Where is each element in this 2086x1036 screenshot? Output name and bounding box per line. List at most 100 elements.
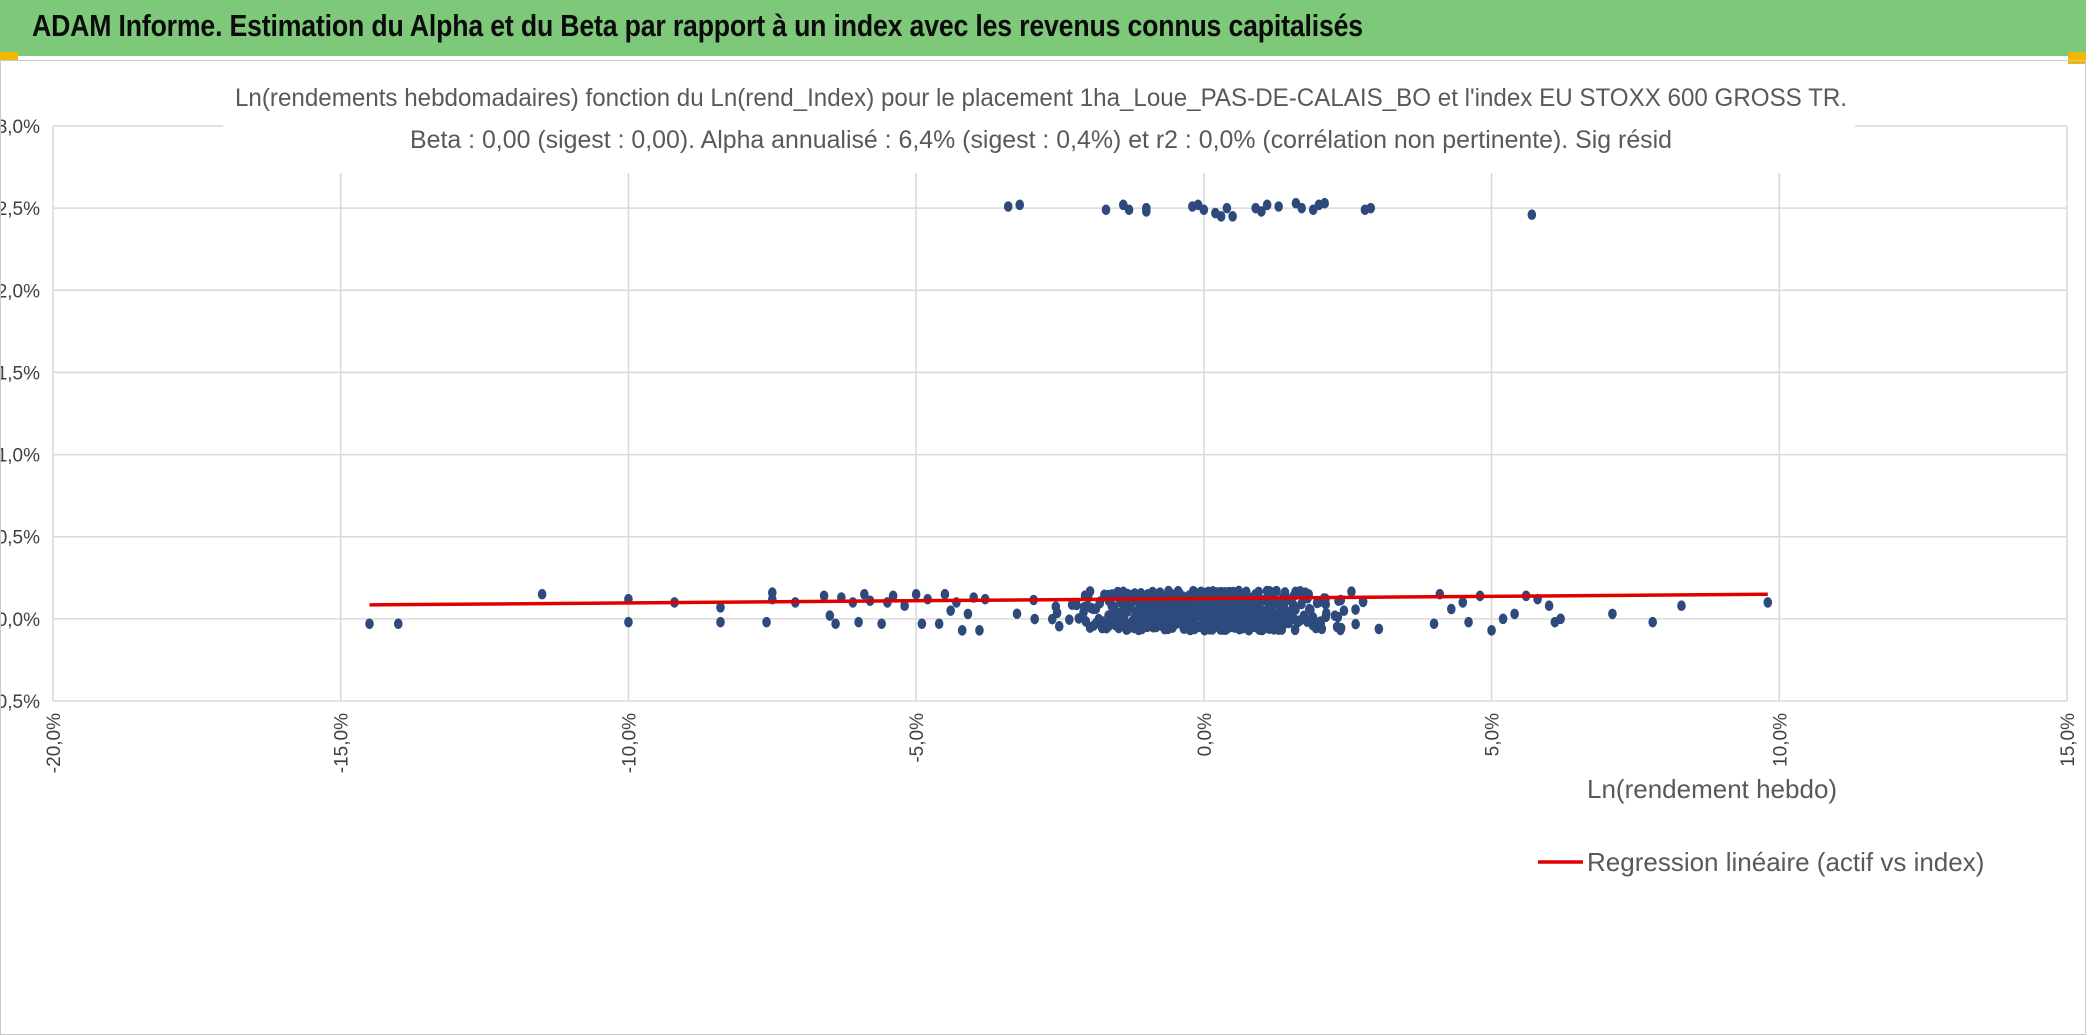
data-point xyxy=(1230,611,1239,622)
data-point xyxy=(1608,608,1617,620)
data-point xyxy=(1223,619,1232,631)
data-point xyxy=(1107,600,1117,612)
y-tick-label: 2,0% xyxy=(1,281,40,302)
data-point xyxy=(1544,600,1554,612)
data-point xyxy=(1308,612,1318,623)
chart-title: Ln(rendements hebdomadaires) fonction du… xyxy=(223,63,1855,173)
data-point xyxy=(1321,611,1331,623)
data-point xyxy=(1261,608,1271,620)
data-point xyxy=(1187,610,1197,621)
data-point xyxy=(1157,614,1167,626)
data-point xyxy=(1312,597,1322,609)
title-backing xyxy=(223,63,1855,173)
data-point xyxy=(1274,201,1283,212)
data-point xyxy=(1527,209,1537,221)
data-point xyxy=(1198,608,1208,620)
data-point xyxy=(1101,204,1111,216)
y-tick-label: 0,0% xyxy=(1,610,40,631)
data-point xyxy=(1498,613,1508,625)
data-point xyxy=(1199,204,1209,216)
data-point xyxy=(957,625,967,636)
data-point xyxy=(940,588,950,600)
data-point xyxy=(825,610,835,621)
data-point xyxy=(860,588,869,600)
data-point xyxy=(1487,625,1496,636)
x-tick-label: -5,0% xyxy=(907,713,928,763)
y-axis: 3,0% 2,5% 2,0% 1,5% 1,0% 0,5% 0,0% -0,5% xyxy=(1,117,40,713)
data-point xyxy=(1366,202,1376,214)
data-point xyxy=(1216,623,1226,635)
title-line: Beta : 0,00 (sigest : 0,00). Alpha annua… xyxy=(410,126,1672,154)
title-line: Ln(rendements hebdomadaires) fonction du… xyxy=(235,84,1847,112)
x-tick-label: 15,0% xyxy=(2058,713,2079,767)
data-point xyxy=(1121,602,1131,613)
data-point xyxy=(1086,602,1096,614)
y-tick-label: 0,5% xyxy=(1,528,40,549)
data-point xyxy=(1252,609,1261,621)
data-point xyxy=(911,588,921,600)
data-point xyxy=(1209,608,1218,620)
data-point xyxy=(1320,197,1329,209)
y-tick-label: 3,0% xyxy=(1,117,40,138)
chart-frame: Ln(rendements hebdomadaires) fonction du… xyxy=(0,60,2086,1035)
data-point xyxy=(1347,586,1356,597)
x-axis: -20,0% -15,0% -10,0% -5,0% 0,0% 5,0% 10,0% 15,0… xyxy=(44,713,2079,773)
data-point xyxy=(1290,624,1300,636)
data-point xyxy=(1003,201,1013,212)
data-point xyxy=(1281,617,1291,629)
data-point xyxy=(1102,622,1111,634)
data-point xyxy=(1012,608,1022,620)
data-point xyxy=(1015,199,1025,211)
data-point xyxy=(1288,599,1298,611)
data-point xyxy=(1297,202,1306,214)
data-point xyxy=(1170,601,1179,613)
data-point xyxy=(1054,620,1064,632)
regression-series xyxy=(369,592,1768,607)
y-tick-label: -0,5% xyxy=(1,692,40,713)
data-point xyxy=(900,600,909,612)
data-point xyxy=(1677,600,1686,612)
data-point xyxy=(963,608,973,620)
data-point xyxy=(537,588,547,600)
data-point xyxy=(762,616,771,628)
data-point xyxy=(1429,618,1439,630)
data-point xyxy=(1222,202,1232,214)
data-point xyxy=(1064,614,1074,625)
data-point xyxy=(1124,204,1134,216)
data-point xyxy=(1092,617,1101,629)
legend-label-scatter: Ln(rendement hebdo) xyxy=(1587,774,1837,804)
data-point xyxy=(393,618,403,630)
data-point xyxy=(1243,602,1252,614)
scatter-series xyxy=(365,197,1773,636)
data-point xyxy=(1142,621,1152,633)
data-point xyxy=(831,618,840,630)
data-point xyxy=(1254,586,1263,598)
data-point xyxy=(1196,588,1205,599)
data-point xyxy=(1259,619,1269,630)
x-tick-label: -10,0% xyxy=(619,713,640,773)
data-point xyxy=(1081,616,1091,627)
regression-line xyxy=(369,592,1768,607)
data-point xyxy=(1458,597,1468,608)
data-point xyxy=(1257,206,1266,217)
data-point xyxy=(1274,623,1283,635)
data-point xyxy=(819,590,829,602)
data-point xyxy=(1051,601,1061,612)
corner-marker-right xyxy=(2068,52,2086,64)
data-point xyxy=(1085,586,1095,597)
data-point xyxy=(1336,622,1346,634)
data-point xyxy=(1216,211,1226,222)
report-header: ADAM Informe. Estimation du Alpha et du … xyxy=(0,0,2086,56)
data-point xyxy=(1262,199,1272,211)
data-point xyxy=(1141,601,1150,612)
data-point xyxy=(1556,613,1565,625)
report-title: ADAM Informe. Estimation du Alpha et du … xyxy=(32,8,1363,43)
data-point xyxy=(1275,599,1284,611)
data-point xyxy=(1140,612,1150,623)
data-point xyxy=(1464,616,1473,628)
data-point xyxy=(365,618,374,630)
corner-marker-left xyxy=(0,52,18,60)
data-point xyxy=(1228,211,1237,222)
data-point xyxy=(1161,605,1171,617)
data-point xyxy=(1763,597,1773,608)
